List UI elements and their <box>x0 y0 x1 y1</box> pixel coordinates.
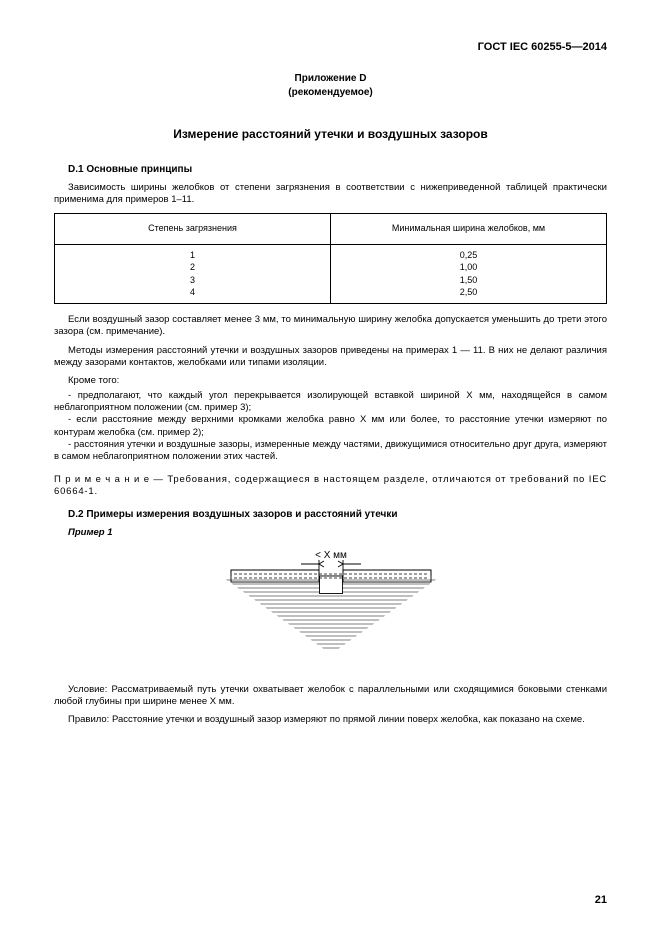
appendix-line1: Приложение D <box>295 73 367 84</box>
paragraph: Методы измерения расстояний утечки и воз… <box>54 345 607 370</box>
table-row: 1 2 3 4 0,25 1,00 1,50 2,50 <box>55 244 607 303</box>
bullet-item: - расстояния утечки и воздушные зазоры, … <box>54 439 607 464</box>
level-value: 3 <box>61 274 324 287</box>
level-value: 1 <box>61 249 324 262</box>
rule-paragraph: Правило: Расстояние утечки и воздушный з… <box>54 714 607 726</box>
appendix-line2: (рекомендуемое) <box>288 87 372 98</box>
table-header: Минимальная ширина желобков, мм <box>331 213 607 244</box>
level-value: 4 <box>61 286 324 299</box>
table-header: Степень загрязнения <box>55 213 331 244</box>
section-d1-heading: D.1 Основные принципы <box>68 163 607 176</box>
level-value: 2 <box>61 261 324 274</box>
section-d2-heading: D.2 Примеры измерения воздушных зазоров … <box>68 508 607 521</box>
paragraph: Если воздушный зазор составляет менее 3 … <box>54 314 607 339</box>
appendix-heading: Приложение D (рекомендуемое) <box>54 72 607 99</box>
pollution-table: Степень загрязнения Минимальная ширина ж… <box>54 213 607 304</box>
width-value: 1,50 <box>337 274 600 287</box>
hatch-region <box>201 548 461 658</box>
page-number: 21 <box>595 893 607 907</box>
bullet-item: - если расстояние между верхними кромкам… <box>54 414 607 439</box>
condition-paragraph: Условие: Рассматриваемый путь утечки охв… <box>54 684 607 709</box>
table-header-row: Степень загрязнения Минимальная ширина ж… <box>55 213 607 244</box>
width-value: 0,25 <box>337 249 600 262</box>
document-id: ГОСТ IEC 60255-5—2014 <box>54 40 607 54</box>
width-value: 2,50 <box>337 286 600 299</box>
table-cell: 0,25 1,00 1,50 2,50 <box>331 244 607 303</box>
note-paragraph: П р и м е ч а н и е — Требования, содерж… <box>54 474 607 499</box>
groove-cover <box>319 576 342 594</box>
paragraph: Зависимость ширины желобков от степени з… <box>54 182 607 207</box>
width-value: 1,00 <box>337 261 600 274</box>
figure-container: < X мм <box>54 548 607 658</box>
figure-x-label: < X мм <box>315 550 347 561</box>
groove-diagram: < X мм <box>201 548 461 658</box>
paragraph: Кроме того: <box>54 375 607 387</box>
example-label: Пример 1 <box>68 527 607 539</box>
main-title: Измерение расстояний утечки и воздушных … <box>54 127 607 143</box>
table-cell: 1 2 3 4 <box>55 244 331 303</box>
bullet-item: - предполагают, что каждый угол перекрыв… <box>54 390 607 415</box>
